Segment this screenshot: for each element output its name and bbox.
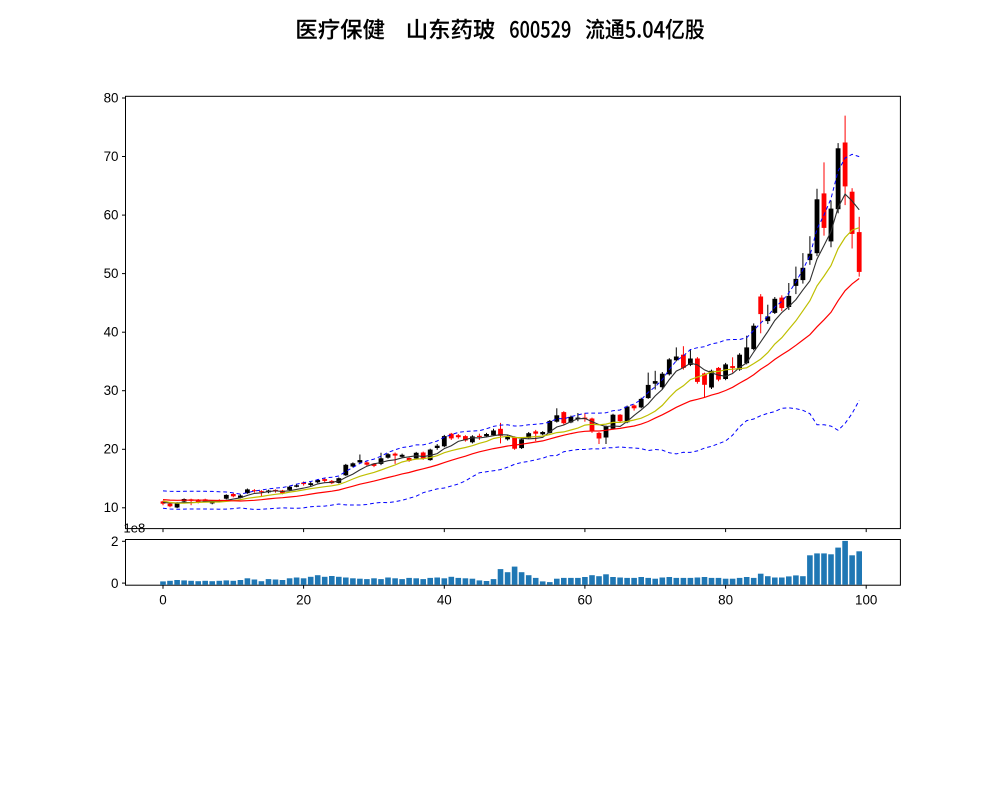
svg-text:10: 10: [104, 500, 119, 515]
svg-text:50: 50: [104, 266, 119, 281]
svg-text:40: 40: [437, 592, 452, 607]
svg-text:40: 40: [104, 325, 119, 340]
svg-text:70: 70: [104, 149, 119, 164]
svg-text:0: 0: [159, 592, 166, 607]
svg-text:1e8: 1e8: [124, 521, 146, 536]
svg-text:60: 60: [104, 207, 119, 222]
svg-text:30: 30: [104, 383, 119, 398]
svg-text:0: 0: [111, 576, 118, 591]
svg-text:80: 80: [104, 90, 119, 105]
svg-text:60: 60: [577, 592, 592, 607]
svg-text:100: 100: [855, 592, 877, 607]
svg-text:20: 20: [104, 442, 119, 457]
svg-text:2: 2: [111, 534, 118, 549]
svg-text:80: 80: [718, 592, 733, 607]
svg-text:20: 20: [296, 592, 311, 607]
